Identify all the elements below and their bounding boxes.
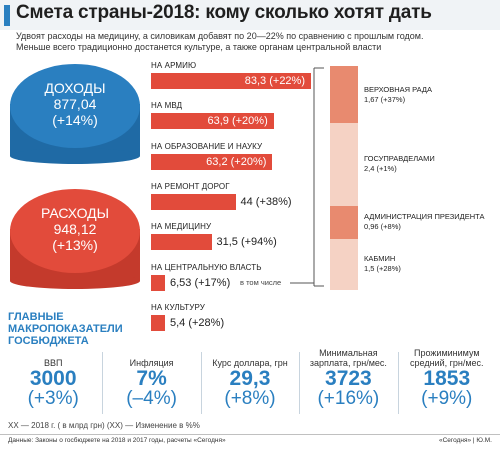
bar-value-label: 63,9 (+20%) (207, 115, 268, 128)
bar-category-label: НА МЕДИЦИНУ (151, 222, 212, 232)
bar-category-label: НА ЦЕНТРАЛЬНУЮ ВЛАСТЬ (151, 262, 262, 272)
expense-label: РАСХОДЫ (40, 205, 110, 221)
macro-title-line-3: ГОСБЮДЖЕТА (8, 335, 89, 347)
expense-change: (+13%) (52, 237, 98, 253)
macro-indicator: Прожиминимум средний, грн/мес. 1853 (+9%) (398, 348, 496, 418)
macro-title: ГЛАВНЫЕ МАКРОПОКАЗАТЕЛИ ГОСБЮДЖЕТА (8, 311, 123, 347)
bar (151, 234, 212, 251)
bar-category-label: НА МВД (151, 101, 183, 111)
income-coin-face: ДОХОДЫ 877,04 (+14%) (10, 64, 140, 148)
macro-label: Курс доллара, грн (201, 348, 299, 368)
central-power-breakdown: ВЕРХОВНАЯ РАДА 1,67 (+37%) ГОСУПРАВДЕЛАМИ 2… (330, 66, 500, 306)
breakdown-segment (330, 66, 358, 124)
macro-value: 3723 (325, 367, 372, 390)
macro-indicator: Минимальная зарплата, грн/мес. 3723 (+16%) (299, 348, 397, 418)
bar (151, 314, 165, 331)
expense-coin-bottom (10, 273, 140, 289)
breakdown-item: ВЕРХОВНАЯ РАДА 1,67 (+37%) (364, 85, 494, 104)
macro-label-line: средний, грн/мес. (410, 358, 484, 368)
macro-value: 7% (136, 367, 167, 390)
macro-label-line: Прожиминимум (414, 348, 480, 358)
breakdown-segment (330, 238, 358, 290)
breakdown-label: ВЕРХОВНАЯ РАДА (364, 84, 433, 94)
macro-title-line-2: МАКРОПОКАЗАТЕЛИ (8, 323, 123, 335)
macro-change: (+3%) (27, 388, 79, 409)
breakdown-value: 2,4 (+1%) (364, 164, 397, 174)
bar-value-label: 44 (+38%) (240, 195, 292, 208)
macro-change: (+9%) (421, 388, 473, 409)
macro-indicator: Курс доллара, грн 29,3 (+8%) (201, 348, 299, 418)
bar (151, 73, 311, 89)
income-label: ДОХОДЫ (44, 80, 106, 96)
bar-value-label: 5,4 (+28%) (170, 316, 225, 329)
bar (151, 193, 236, 210)
macro-value: 29,3 (229, 367, 271, 390)
bar-category-label: НА КУЛЬТУРУ (151, 302, 205, 312)
expense-bar-chart: НА АРМИЮ 83,3 (+22%) НА МВД 63,9 (+20%) НА О… (151, 61, 311, 331)
macro-label-line: Курс доллара, грн (212, 358, 288, 368)
bar-category-label: НА ОБРАЗОВАНИЕ И НАУКУ (151, 141, 263, 151)
bar (151, 153, 273, 170)
subtitle-line-1: Удвоят расходы на медицину, а силовикам … (16, 31, 424, 41)
title-bar (0, 0, 500, 30)
income-change: (+14%) (52, 112, 98, 128)
bar-value-label: 6,53 (+17%) (170, 276, 231, 289)
breakdown-item: ГОСУПРАВДЕЛАМИ 2,4 (+1%) (364, 154, 494, 173)
macro-title-line-1: ГЛАВНЫЕ (8, 311, 64, 323)
macro-label-line: Инфляция (129, 358, 174, 368)
income-coin-bottom (10, 148, 140, 164)
macro-label-line: ВВП (43, 358, 63, 368)
bar-category-label: НА РЕМОНТ ДОРОГ (151, 181, 230, 191)
macro-indicators: ВВП 3000 (+3%) Инфляция 7% (–4%) Курс доллара,… (0, 348, 500, 418)
bar (151, 113, 274, 130)
breakdown-value: 0,96 (+8%) (364, 222, 401, 232)
breakdown-value: 1,5 (+28%) (364, 264, 401, 274)
macro-label: ВВП (4, 348, 102, 368)
bar-value-label: 31,5 (+94%) (216, 236, 277, 249)
breakdown-item: АДМИНИСТРАЦИЯ ПРЕЗИДЕНТА 0,96 (+8%) (364, 212, 494, 231)
macro-label-line: Минимальная (319, 348, 378, 358)
macro-separator (397, 352, 399, 414)
breakdown-connector-label: в том числе (238, 278, 284, 287)
breakdown-label: КАБМИН (364, 254, 396, 264)
footer-divider (0, 434, 500, 435)
subtitle-line-2: Меньше всего традиционно достанется куль… (16, 42, 382, 52)
bar (151, 274, 165, 291)
source-note: Данные: Законы о госбюджете на 2018 и 20… (8, 437, 226, 444)
credit: «Сегодня» | Ю.М. (438, 437, 492, 444)
page-title: Смета страны-2018: кому сколько хотят да… (16, 2, 432, 23)
income-coin: ДОХОДЫ 877,04 (+14%) (10, 58, 142, 178)
macro-separator (200, 352, 202, 414)
breakdown-value: 1,67 (+37%) (364, 94, 406, 104)
breakdown-segment (330, 123, 358, 206)
title-accent-mark (4, 5, 10, 26)
expense-coin-face: РАСХОДЫ 948,12 (+13%) (10, 189, 140, 273)
expense-value: 948,12 (53, 221, 97, 237)
expense-coin: РАСХОДЫ 948,12 (+13%) (10, 183, 142, 303)
macro-change: (+16%) (317, 388, 380, 409)
income-value: 877,04 (53, 96, 97, 112)
bar-category-label: НА АРМИЮ (151, 61, 197, 70)
macro-label-line: зарплата, грн/мес. (309, 358, 387, 368)
subtitle: Удвоят расходы на медицину, а силовикам … (16, 31, 496, 53)
macro-label: Инфляция (102, 348, 200, 368)
macro-change: (+8%) (224, 388, 276, 409)
macro-change: (–4%) (126, 388, 177, 409)
breakdown-label: ГОСУПРАВДЕЛАМИ (364, 154, 435, 164)
macro-separator (299, 352, 301, 414)
legend-note: XX — 2018 г. ( в млрд грн) (XX) — Измене… (8, 421, 200, 430)
macro-label: Минимальная зарплата, грн/мес. (299, 348, 397, 368)
bracket-connector (290, 67, 324, 287)
bar-value-label: 63,2 (+20%) (206, 155, 267, 168)
macro-indicator: Инфляция 7% (–4%) (102, 348, 200, 418)
macro-value: 3000 (29, 367, 77, 390)
breakdown-item: КАБМИН 1,5 (+28%) (364, 254, 494, 273)
macro-label: Прожиминимум средний, грн/мес. (398, 348, 496, 368)
bar-value-label: 83,3 (+22%) (244, 75, 305, 87)
macro-separator (102, 352, 104, 414)
breakdown-label: АДМИНИСТРАЦИЯ ПРЕЗИДЕНТА (364, 212, 485, 222)
macro-value: 1853 (423, 367, 471, 390)
breakdown-segment (330, 205, 358, 239)
macro-indicator: ВВП 3000 (+3%) (4, 348, 102, 418)
